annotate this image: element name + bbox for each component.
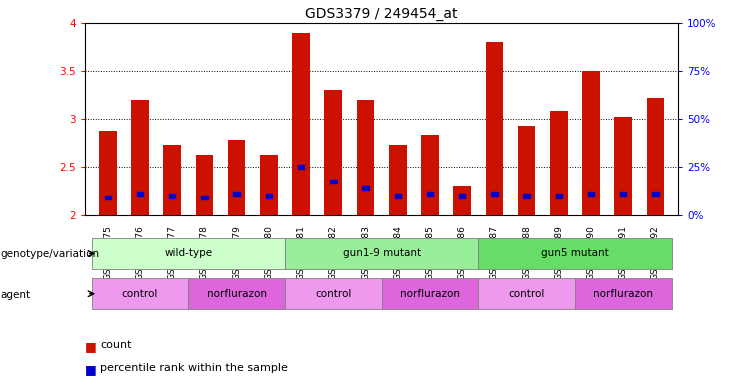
Bar (550, 111, 568, 215)
Text: norflurazon: norflurazon (400, 289, 460, 299)
FancyBboxPatch shape (188, 278, 285, 310)
Bar (459, 194, 465, 197)
Bar (582, 71, 600, 215)
FancyBboxPatch shape (478, 238, 671, 269)
Text: wild-type: wild-type (165, 248, 213, 258)
Bar (260, 155, 278, 215)
Bar (292, 33, 310, 215)
Bar (196, 155, 213, 215)
Bar (427, 192, 433, 195)
Bar (614, 117, 632, 215)
FancyBboxPatch shape (382, 278, 478, 310)
Text: norflurazon: norflurazon (594, 289, 654, 299)
Bar (647, 98, 665, 215)
Bar (620, 192, 626, 195)
Bar (421, 136, 439, 215)
Text: gun1-9 mutant: gun1-9 mutant (342, 248, 421, 258)
FancyBboxPatch shape (285, 278, 382, 310)
Bar (356, 100, 374, 215)
Text: gun5 mutant: gun5 mutant (541, 248, 609, 258)
FancyBboxPatch shape (575, 278, 671, 310)
Text: genotype/variation: genotype/variation (1, 249, 100, 259)
Bar (330, 180, 336, 183)
Bar (652, 192, 659, 195)
Text: control: control (122, 289, 158, 299)
Bar (104, 196, 111, 200)
Text: ■: ■ (85, 340, 97, 353)
Bar (523, 194, 530, 197)
Bar (453, 186, 471, 215)
Text: count: count (100, 340, 132, 350)
Bar (298, 165, 305, 169)
Bar (265, 194, 272, 197)
Bar (389, 145, 407, 215)
Bar (362, 186, 369, 190)
Title: GDS3379 / 249454_at: GDS3379 / 249454_at (305, 7, 458, 21)
Bar (137, 192, 143, 195)
Bar (131, 100, 149, 215)
FancyBboxPatch shape (92, 238, 285, 269)
Text: ■: ■ (85, 363, 97, 376)
FancyBboxPatch shape (478, 278, 575, 310)
Text: control: control (508, 289, 545, 299)
Bar (491, 192, 498, 195)
FancyBboxPatch shape (285, 238, 478, 269)
Bar (163, 145, 181, 215)
Bar (202, 196, 207, 200)
Bar (485, 42, 503, 215)
Text: control: control (315, 289, 351, 299)
FancyBboxPatch shape (92, 278, 188, 310)
Bar (394, 194, 401, 197)
Text: percentile rank within the sample: percentile rank within the sample (100, 363, 288, 373)
Bar (169, 194, 176, 197)
Text: agent: agent (1, 290, 31, 300)
Bar (556, 194, 562, 197)
Bar (227, 140, 245, 215)
Bar (233, 192, 240, 195)
Bar (99, 131, 116, 215)
Bar (588, 192, 594, 195)
Bar (325, 90, 342, 215)
Bar (518, 126, 536, 215)
Text: norflurazon: norflurazon (207, 289, 267, 299)
